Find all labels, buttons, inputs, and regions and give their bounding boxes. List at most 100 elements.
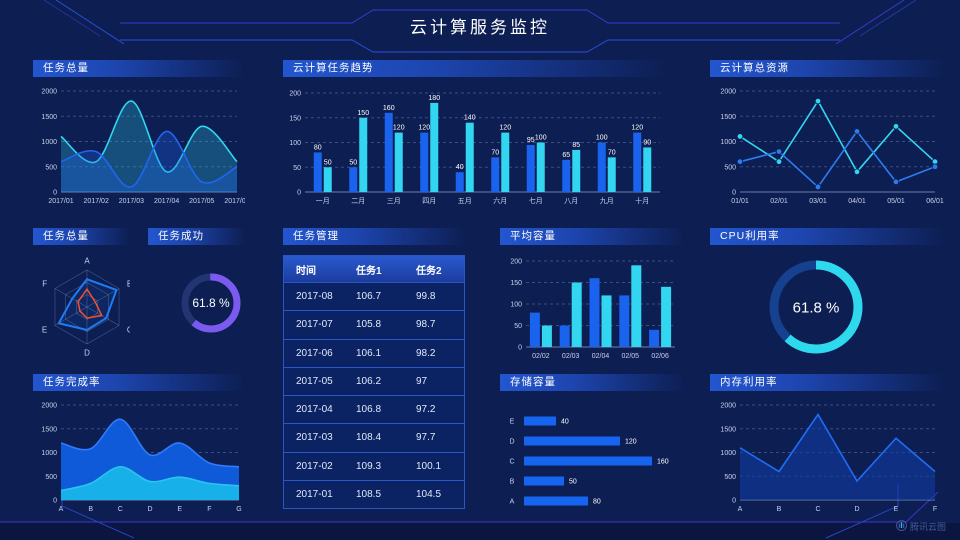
svg-text:500: 500 [45, 164, 57, 171]
table-cell: 108.4 [356, 432, 382, 444]
table-cell: 98.2 [416, 347, 436, 359]
table-cell: 106.2 [356, 375, 382, 387]
table-cell: 2017-07 [296, 319, 333, 331]
svg-text:C: C [127, 326, 130, 335]
panel-task-trend: 云计算任务趋势 0 50 100 150 200 一月 二月 三月 四月 五月 六月 七月 八月 九月 十月… [283, 60, 668, 212]
svg-text:120: 120 [631, 125, 643, 132]
svg-text:A: A [738, 506, 743, 513]
table-row: 2017-03 108.4 97.7 [284, 423, 464, 452]
svg-text:六月: 六月 [493, 196, 507, 205]
table-header-cell: 任务2 [416, 265, 442, 277]
svg-text:120: 120 [499, 125, 511, 132]
avg-capacity-bar-chart: 0 50 100 150 200 02/02 02/03 02/04 02/05 02/06 [500, 245, 685, 367]
svg-text:G: G [236, 506, 241, 513]
svg-text:02/03: 02/03 [562, 353, 580, 360]
panel-title: 任务成功 [148, 228, 245, 245]
svg-text:2000: 2000 [720, 403, 736, 410]
panel-title: 任务总量 [33, 228, 130, 245]
completion-area-chart: 0 500 1000 1500 2000 A B C D E F G [33, 391, 245, 520]
svg-text:2000: 2000 [41, 403, 57, 410]
svg-text:70: 70 [608, 149, 616, 156]
svg-text:80: 80 [314, 144, 322, 151]
svg-text:02/05: 02/05 [622, 353, 640, 360]
table-cell: 109.3 [356, 460, 382, 472]
svg-text:160: 160 [657, 459, 669, 466]
svg-text:02/01: 02/01 [770, 198, 788, 205]
task-success-gauge: 61.8 % [148, 245, 245, 367]
task-radar-chart: A B C D E F [33, 245, 133, 367]
svg-text:150: 150 [510, 280, 522, 287]
panel-task-success: 任务成功 61.8 % [148, 228, 245, 367]
svg-text:2017/05: 2017/05 [189, 198, 214, 205]
svg-text:0: 0 [732, 498, 736, 505]
table-header: 时间 任务1 任务2 [284, 256, 464, 282]
svg-text:85: 85 [572, 142, 580, 149]
svg-text:1000: 1000 [41, 139, 57, 146]
table-cell: 108.5 [356, 488, 382, 500]
svg-text:A: A [510, 499, 515, 506]
table-cell: 2017-06 [296, 347, 333, 359]
svg-text:F: F [207, 506, 211, 513]
svg-text:二月: 二月 [351, 197, 365, 205]
table-cell: 2017-05 [296, 375, 333, 387]
svg-text:50: 50 [324, 159, 332, 166]
svg-text:02/06: 02/06 [651, 353, 669, 360]
svg-text:A: A [59, 506, 64, 513]
panel-avg-capacity: 平均容量 0 50 100 150 200 02/02 02/03 02/04 02/05 02/… [500, 228, 685, 367]
page-title: 云计算服务监控 [410, 18, 550, 37]
svg-text:B: B [127, 280, 130, 289]
svg-text:06/01: 06/01 [926, 198, 944, 205]
table-cell: 106.8 [356, 404, 382, 416]
table-row: 2017-06 106.1 98.2 [284, 338, 464, 367]
svg-text:E: E [510, 419, 515, 426]
storage-hbar-chart: E 40 D 120 C 160 B 50 A 80 [500, 391, 685, 520]
table-cell: 2017-02 [296, 460, 333, 472]
memory-line-chart: 0 500 1000 1500 2000 A B C D E F [710, 391, 945, 520]
panel-cpu-usage: CPU利用率 61.8 % [710, 228, 945, 367]
panel-completion-rate: 任务完成率 0 500 1000 1500 2000 A B C D E F G [33, 374, 245, 520]
svg-text:03/01: 03/01 [809, 198, 827, 205]
svg-text:E: E [177, 506, 182, 513]
svg-text:2000: 2000 [720, 89, 736, 96]
svg-text:70: 70 [491, 149, 499, 156]
svg-text:02/04: 02/04 [592, 353, 610, 360]
svg-text:2017/04: 2017/04 [154, 198, 179, 205]
table-cell: 2017-01 [296, 488, 333, 500]
svg-text:2017/01: 2017/01 [48, 198, 73, 205]
table-row: 2017-02 109.3 100.1 [284, 451, 464, 480]
svg-text:C: C [118, 506, 123, 513]
svg-text:50: 50 [293, 165, 301, 172]
svg-text:1500: 1500 [720, 426, 736, 433]
table-row: 2017-08 106.7 99.8 [284, 282, 464, 311]
svg-text:500: 500 [45, 474, 57, 481]
table-cell: 106.7 [356, 291, 382, 303]
svg-text:2000: 2000 [41, 89, 57, 96]
svg-text:B: B [777, 506, 782, 513]
svg-text:2017/02: 2017/02 [84, 198, 109, 205]
table-cell: 106.1 [356, 347, 382, 359]
table-cell: 2017-03 [296, 432, 333, 444]
svg-text:0: 0 [732, 190, 736, 197]
table-row: 2017-04 106.8 97.2 [284, 395, 464, 424]
svg-text:1500: 1500 [720, 114, 736, 121]
panel-title: 存储容量 [500, 374, 685, 391]
panel-title: 任务总量 [33, 60, 245, 77]
svg-text:五月: 五月 [458, 197, 472, 205]
svg-text:0: 0 [297, 190, 301, 197]
svg-text:140: 140 [464, 115, 476, 122]
svg-text:D: D [854, 506, 859, 513]
svg-text:120: 120 [393, 125, 405, 132]
svg-text:A: A [84, 257, 90, 266]
svg-text:02/02: 02/02 [532, 353, 550, 360]
panel-task-radar: 任务总量 A B C D E F [33, 228, 133, 367]
svg-text:500: 500 [724, 164, 736, 171]
panel-title: CPU利用率 [710, 228, 945, 245]
table-cell: 2017-08 [296, 291, 333, 303]
panel-title: 云计算任务趋势 [283, 60, 668, 77]
table-cell: 97.2 [416, 404, 436, 416]
table-row: 2017-07 105.8 98.7 [284, 310, 464, 339]
svg-text:160: 160 [383, 105, 395, 112]
svg-text:0: 0 [53, 190, 57, 197]
svg-text:九月: 九月 [600, 196, 614, 205]
svg-text:500: 500 [724, 474, 736, 481]
